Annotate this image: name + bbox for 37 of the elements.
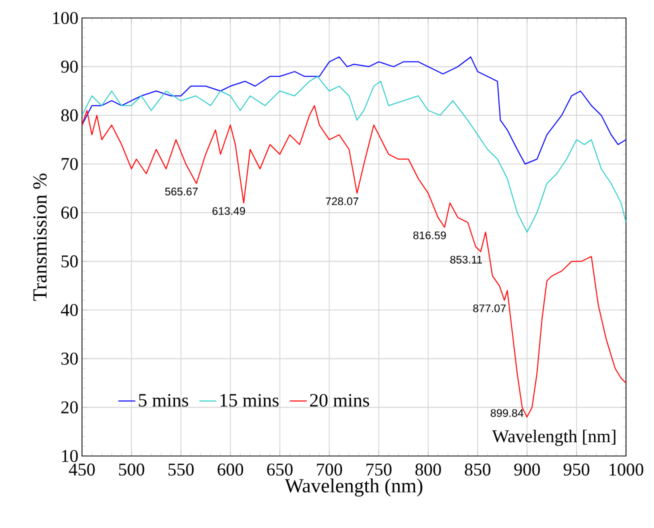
x-tick-label: 750	[366, 464, 392, 476]
annotation: 816.59	[413, 231, 446, 240]
x-tick-label: 600	[218, 464, 244, 476]
x-tick-label: 500	[119, 464, 144, 476]
annotation: 613.49	[212, 207, 245, 215]
x-tick-label: 800	[415, 464, 441, 476]
y-tick-label: 60	[61, 206, 78, 219]
y-axis-title: Transmission %	[33, 174, 47, 301]
y-tick-label: 50	[62, 255, 78, 268]
y-tick-label: 90	[61, 60, 78, 73]
x-tick-label: 1000	[610, 464, 644, 476]
legend-label: 15 mins	[220, 394, 279, 407]
y-tick-label: 10	[62, 450, 78, 462]
line-series	[82, 56, 626, 165]
x-tick-label: 700	[317, 464, 342, 476]
y-tick-label: 80	[61, 109, 78, 122]
x-tick-label: 650	[267, 464, 293, 476]
y-tick-label: 20	[61, 401, 78, 414]
annotation: 853.11	[450, 256, 482, 264]
x-tick-label: 900	[514, 464, 540, 476]
legend-label: 5 mins	[138, 394, 188, 407]
y-tick-label: 70	[62, 158, 78, 170]
x-axis-title: Wavelength (nm)	[284, 478, 422, 497]
y-tick-label: 30	[61, 352, 78, 365]
x-tick-label: 450	[68, 464, 95, 476]
annotation: 565.67	[165, 188, 198, 196]
legend-label: 20 mins	[310, 394, 370, 407]
x-tick-label: 850	[464, 464, 490, 476]
annotation: 728.07	[326, 197, 358, 206]
x-tick-label: 950	[564, 464, 590, 476]
annotation: 877.07	[473, 304, 506, 312]
annotation: Wavelength [nm]	[492, 430, 616, 446]
x-tick-label: 550	[168, 464, 194, 476]
y-tick-label: 40	[60, 304, 78, 316]
y-tick-label: 100	[53, 12, 78, 24]
line-series	[82, 105, 626, 418]
annotation: 899.84	[490, 409, 524, 417]
